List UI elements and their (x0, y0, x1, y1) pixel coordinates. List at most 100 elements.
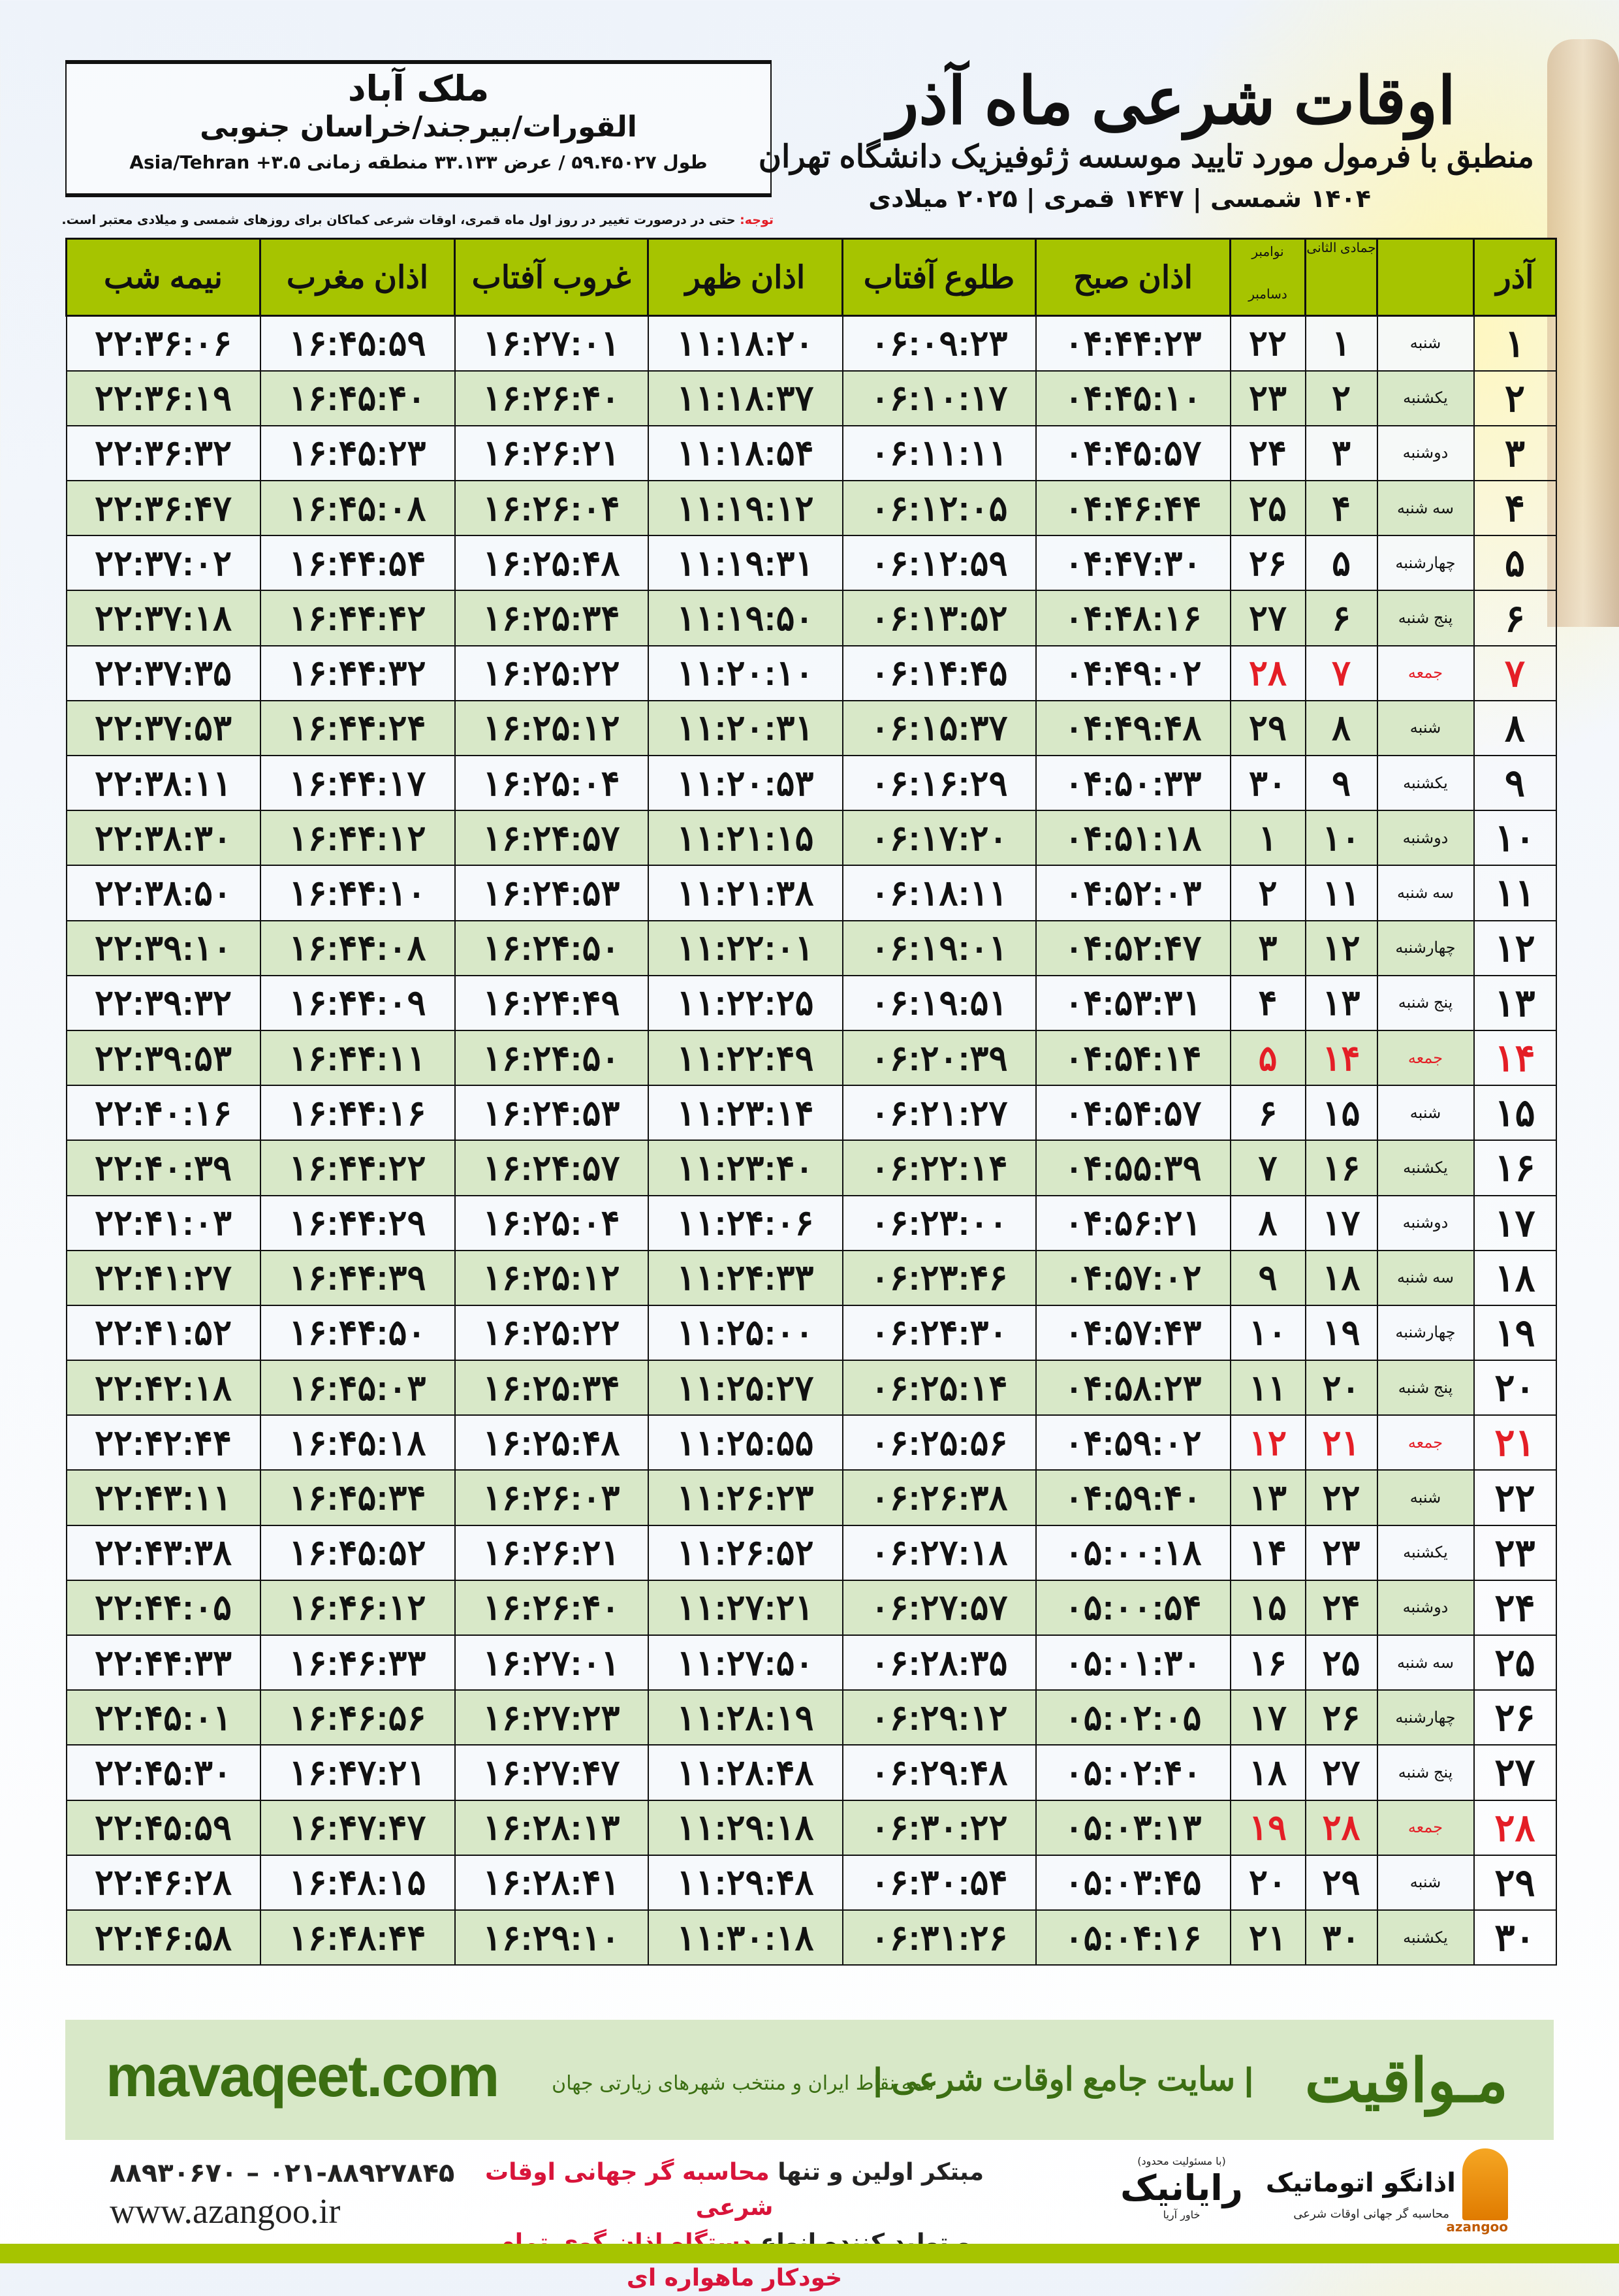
brand-tagline-2: همه نقاط ایران و منتخب شهرهای زیارتی جها… (552, 2072, 934, 2095)
table-row: ۲۳ یکشنبه ۲۳ ۱۴ ۰۵:۰۰:۱۸ ۰۶:۲۷:۱۸ ۱۱:۲۶:۵۲ ۱۶:۲… (65, 1524, 1557, 1581)
table-row: ۲۱ جمعه ۲۱ ۱۲ ۰۴:۵۹:۰۲ ۰۶:۲۵:۵۶ ۱۱:۲۵:۵۵ ۱۶:۲۵:… (65, 1414, 1557, 1471)
cell-hijri: ۱۱ (1304, 865, 1378, 921)
cell-hijri: ۱۵ (1304, 1085, 1378, 1141)
cell-gregorian: ۱۴ (1229, 1524, 1306, 1581)
table-row: ۲۵ سه شنبه ۲۵ ۱۶ ۰۵:۰۱:۳۰ ۰۶:۲۸:۳۵ ۱۱:۲۷:۵۰ ۱۶:… (65, 1634, 1557, 1691)
cell-sunset: ۱۶:۲۴:۵۷ (454, 810, 649, 867)
cell-gregorian: ۳ (1229, 919, 1306, 976)
cell-gregorian: ۲۵ (1229, 480, 1306, 537)
cell-fajr: ۰۴:۵۶:۲۱ (1035, 1194, 1231, 1251)
cell-sunrise: ۰۶:۱۳:۵۲ (841, 590, 1037, 646)
page-subtitle: منطبق با فرمول مورد تایید موسسه ژئوفیزیک… (758, 140, 1534, 174)
cell-sunrise: ۰۶:۳۱:۲۶ (841, 1909, 1037, 1966)
cell-hijri: ۲۲ (1304, 1469, 1378, 1526)
cell-hijri: ۱۰ (1304, 810, 1378, 867)
cell-midnight: ۲۲:۴۵:۳۰ (65, 1744, 261, 1801)
cell-midnight: ۲۲:۳۷:۳۵ (65, 645, 261, 701)
table-row: ۸ شنبه ۸ ۲۹ ۰۴:۴۹:۴۸ ۰۶:۱۵:۳۷ ۱۱:۲۰:۳۱ ۱۶:۲۵:۱۲… (65, 699, 1557, 757)
cell-weekday: سه شنبه (1376, 1249, 1475, 1306)
cell-sunrise: ۰۶:۲۰:۳۹ (841, 1029, 1037, 1087)
cell-weekday: پنج شنبه (1376, 1360, 1475, 1416)
cell-sunrise: ۰۶:۱۱:۱۱ (841, 424, 1037, 482)
table-row: ۱۳ پنج شنبه ۱۳ ۴ ۰۴:۵۳:۳۱ ۰۶:۱۹:۵۱ ۱۱:۲۲:۲۵ ۱۶:… (65, 974, 1557, 1031)
cell-gregorian: ۸ (1229, 1194, 1306, 1251)
cell-day: ۶ (1473, 590, 1557, 646)
cell-sunset: ۱۶:۲۵:۱۲ (454, 699, 649, 757)
region-path: القورات/بیرجند/خراسان جنوبی (200, 110, 637, 144)
cell-sunset: ۱۶:۲۹:۱۰ (454, 1909, 649, 1966)
logo2-name: اذانگو اتوماتیک (1265, 2168, 1456, 2198)
cell-weekday: جمعه (1376, 1029, 1475, 1087)
cell-hijri: ۲۹ (1304, 1854, 1378, 1911)
cell-maghrib: ۱۶:۴۶:۱۲ (259, 1579, 456, 1636)
cell-sunrise: ۰۶:۲۳:۰۰ (841, 1194, 1037, 1251)
cell-dhuhr: ۱۱:۲۲:۰۱ (647, 919, 843, 976)
cell-sunrise: ۰۶:۱۲:۰۵ (841, 480, 1037, 537)
cell-dhuhr: ۱۱:۱۹:۳۱ (647, 535, 843, 592)
cell-weekday: شنبه (1376, 315, 1475, 372)
cell-sunrise: ۰۶:۱۴:۴۵ (841, 645, 1037, 701)
cell-weekday: یکشنبه (1376, 1140, 1475, 1196)
cell-sunrise: ۰۶:۱۹:۰۱ (841, 919, 1037, 976)
cell-midnight: ۲۲:۴۶:۵۸ (65, 1909, 261, 1966)
cell-day: ۲۵ (1473, 1634, 1557, 1691)
cell-midnight: ۲۲:۴۵:۰۱ (65, 1689, 261, 1746)
cell-weekday: شنبه (1376, 1085, 1475, 1141)
cell-weekday: شنبه (1376, 699, 1475, 757)
cell-weekday: چهارشنبه (1376, 535, 1475, 592)
cell-dhuhr: ۱۱:۲۵:۲۷ (647, 1360, 843, 1416)
cell-sunrise: ۰۶:۲۱:۲۷ (841, 1085, 1037, 1141)
table-row: ۱۴ جمعه ۱۴ ۵ ۰۴:۵۴:۱۴ ۰۶:۲۰:۳۹ ۱۱:۲۲:۴۹ ۱۶:۲۴:۵… (65, 1029, 1557, 1087)
site-link[interactable]: mavaqeet.com (106, 2044, 499, 2109)
cell-dhuhr: ۱۱:۲۷:۵۰ (647, 1634, 843, 1691)
cell-gregorian: ۱۹ (1229, 1799, 1306, 1856)
cell-maghrib: ۱۶:۴۵:۵۹ (259, 315, 456, 372)
note: توجه: حتی در درصورت تغییر در روز اول ماه… (61, 213, 774, 227)
cell-day: ۹ (1473, 754, 1557, 812)
cell-sunrise: ۰۶:۱۲:۵۹ (841, 535, 1037, 592)
cell-fajr: ۰۴:۵۴:۱۴ (1035, 1029, 1231, 1087)
table-row: ۲۶ چهارشنبه ۲۶ ۱۷ ۰۵:۰۲:۰۵ ۰۶:۲۹:۱۲ ۱۱:۲۸:۱۹ ۱۶… (65, 1689, 1557, 1746)
cell-hijri: ۱۴ (1304, 1029, 1378, 1087)
cell-fajr: ۰۵:۰۱:۳۰ (1035, 1634, 1231, 1691)
cell-midnight: ۲۲:۳۸:۵۰ (65, 865, 261, 921)
cell-maghrib: ۱۶:۴۴:۲۴ (259, 699, 456, 757)
cell-hijri: ۲ (1304, 370, 1378, 426)
cell-midnight: ۲۲:۳۷:۵۳ (65, 699, 261, 757)
cell-maghrib: ۱۶:۴۴:۵۰ (259, 1304, 456, 1362)
promo-text: مبتکر اولین و تنها محاسبه گر جهانی اوقات… (464, 2155, 1005, 2296)
cell-maghrib: ۱۶:۴۵:۴۰ (259, 370, 456, 426)
cell-dhuhr: ۱۱:۲۵:۵۵ (647, 1414, 843, 1471)
cell-hijri: ۲۵ (1304, 1634, 1378, 1691)
col-header-gregorian: نوامبر دسامبر (1229, 238, 1306, 317)
cell-midnight: ۲۲:۴۴:۳۳ (65, 1634, 261, 1691)
cell-maghrib: ۱۶:۴۴:۵۴ (259, 535, 456, 592)
azangoo-link[interactable]: www.azangoo.ir (110, 2192, 341, 2231)
cell-maghrib: ۱۶:۴۷:۴۷ (259, 1799, 456, 1856)
rayanik-logo: (با مسئولیت محدود) رایانیک خاور آریا (1110, 2155, 1253, 2227)
cell-fajr: ۰۴:۴۴:۲۳ (1035, 315, 1231, 372)
cell-fajr: ۰۴:۵۲:۰۳ (1035, 865, 1231, 921)
cell-weekday: پنج شنبه (1376, 590, 1475, 646)
cell-hijri: ۴ (1304, 480, 1378, 537)
col-header-sunset: غروب آفتاب (454, 238, 649, 317)
table-row: ۴ سه شنبه ۴ ۲۵ ۰۴:۴۶:۴۴ ۰۶:۱۲:۰۵ ۱۱:۱۹:۱۲ ۱۶:۲۶… (65, 480, 1557, 537)
gregorian-month-2: دسامبر (1248, 287, 1287, 302)
cell-sunset: ۱۶:۲۷:۴۷ (454, 1744, 649, 1801)
cell-gregorian: ۹ (1229, 1249, 1306, 1306)
cell-fajr: ۰۴:۵۸:۲۳ (1035, 1360, 1231, 1416)
cell-midnight: ۲۲:۴۲:۴۴ (65, 1414, 261, 1471)
cell-midnight: ۲۲:۳۶:۱۹ (65, 370, 261, 426)
table-row: ۳۰ یکشنبه ۳۰ ۲۱ ۰۵:۰۴:۱۶ ۰۶:۳۱:۲۶ ۱۱:۳۰:۱۸ ۱۶:۲… (65, 1909, 1557, 1966)
cell-midnight: ۲۲:۴۶:۲۸ (65, 1854, 261, 1911)
cell-maghrib: ۱۶:۴۴:۱۰ (259, 865, 456, 921)
cell-midnight: ۲۲:۳۶:۳۲ (65, 424, 261, 482)
table-header-row: آذر جمادی الثانی نوامبر دسامبر اذان صبح ط… (65, 238, 1557, 317)
table-row: ۲ یکشنبه ۲ ۲۳ ۰۴:۴۵:۱۰ ۰۶:۱۰:۱۷ ۱۱:۱۸:۳۷ ۱۶:۲۶:… (65, 370, 1557, 426)
cell-maghrib: ۱۶:۴۴:۴۲ (259, 590, 456, 646)
cell-dhuhr: ۱۱:۲۰:۱۰ (647, 645, 843, 701)
location-box: ملک آباد القورات/بیرجند/خراسان جنوبی طول… (65, 60, 772, 197)
cell-fajr: ۰۴:۵۷:۰۲ (1035, 1249, 1231, 1306)
cell-weekday: جمعه (1376, 1414, 1475, 1471)
cell-weekday: یکشنبه (1376, 1524, 1475, 1581)
